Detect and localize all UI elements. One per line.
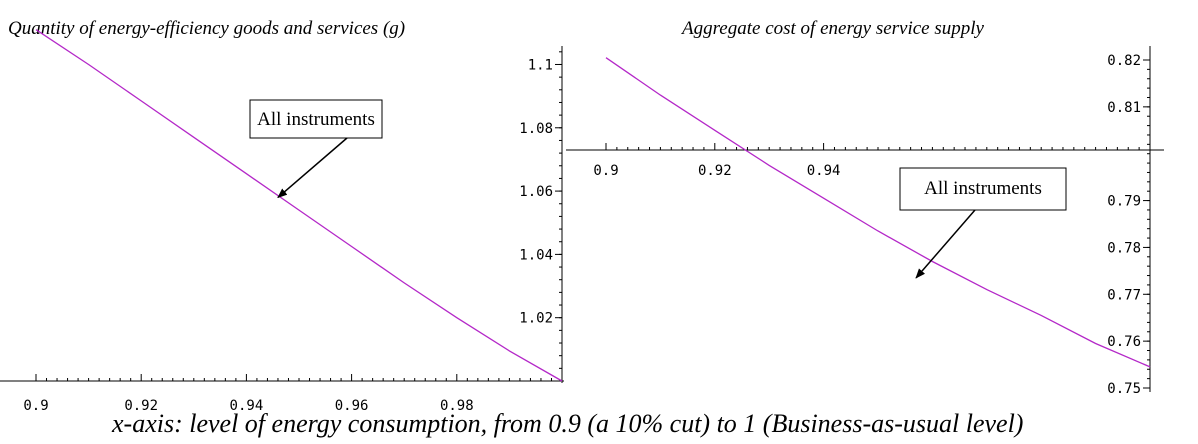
left-y-tick-label: 1.06 bbox=[519, 184, 553, 200]
left-series-line bbox=[36, 30, 562, 381]
left-y-tick-label: 1.08 bbox=[519, 121, 553, 137]
left-x-tick-label: 0.9 bbox=[23, 398, 48, 414]
right-y-tick-label: 0.76 bbox=[1107, 334, 1141, 350]
left-annotation-label: All instruments bbox=[257, 109, 375, 130]
right-y-tick-label: 0.75 bbox=[1107, 381, 1141, 397]
left-chart-title: Quantity of energy-efficiency goods and … bbox=[8, 18, 405, 39]
x-axis-caption: x-axis: level of energy consumption, fro… bbox=[111, 409, 1023, 438]
right-y-tick-label: 0.79 bbox=[1107, 194, 1141, 210]
left-annotation-arrow bbox=[278, 138, 347, 197]
right-annotation-label: All instruments bbox=[924, 178, 1042, 199]
right-x-tick-label: 0.92 bbox=[698, 163, 732, 179]
left-chart: Quantity of energy-efficiency goods and … bbox=[0, 18, 564, 414]
right-y-tick-label: 0.78 bbox=[1107, 240, 1141, 256]
right-series-line bbox=[606, 58, 1150, 367]
right-x-tick-label: 0.94 bbox=[807, 163, 841, 179]
right-y-tick-label: 0.82 bbox=[1107, 53, 1141, 69]
left-y-tick-label: 1.04 bbox=[519, 247, 553, 263]
right-chart: Aggregate cost of energy service supply … bbox=[566, 18, 1164, 397]
left-y-tick-label: 1.1 bbox=[528, 57, 553, 73]
right-y-tick-label: 0.77 bbox=[1107, 287, 1141, 303]
right-y-tick-label: 0.81 bbox=[1107, 100, 1141, 116]
left-y-tick-label: 1.02 bbox=[519, 311, 553, 327]
right-chart-title: Aggregate cost of energy service supply bbox=[680, 18, 985, 39]
right-x-tick-label: 0.9 bbox=[593, 163, 618, 179]
